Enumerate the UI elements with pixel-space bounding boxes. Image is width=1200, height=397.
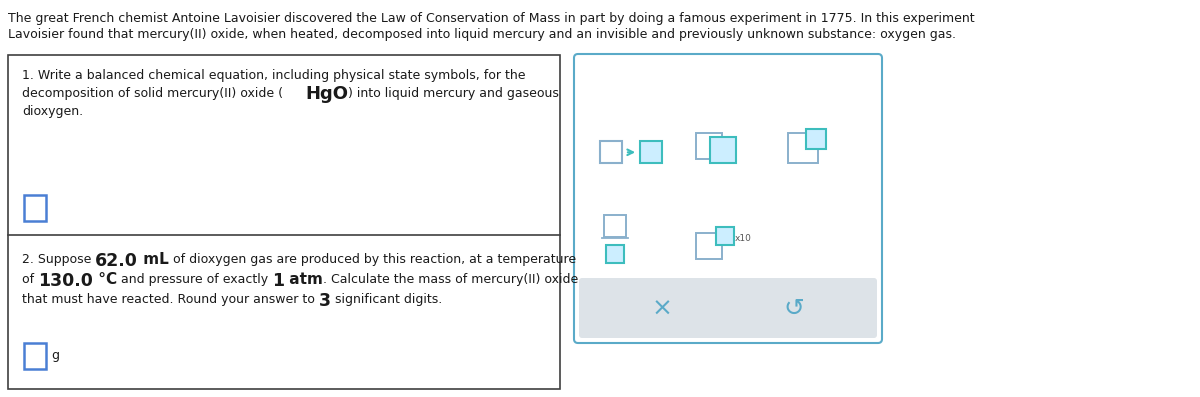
Text: The great French chemist Antoine Lavoisier discovered the Law of Conservation of: The great French chemist Antoine Lavoisi… bbox=[8, 12, 974, 25]
Text: 1: 1 bbox=[272, 272, 284, 290]
Bar bbox=[640, 141, 662, 163]
Text: and pressure of exactly: and pressure of exactly bbox=[118, 274, 272, 286]
FancyBboxPatch shape bbox=[580, 278, 877, 338]
Text: dioxygen.: dioxygen. bbox=[22, 105, 83, 118]
Bar bbox=[24, 195, 46, 222]
Text: °C: °C bbox=[94, 272, 118, 287]
Text: 62.0: 62.0 bbox=[95, 252, 138, 270]
Text: mL: mL bbox=[138, 252, 169, 267]
Text: g: g bbox=[50, 349, 59, 362]
Bar bbox=[600, 141, 622, 163]
Text: significant digits.: significant digits. bbox=[331, 293, 442, 306]
Bar bbox=[606, 245, 624, 263]
Bar bbox=[710, 137, 736, 163]
Text: HgO: HgO bbox=[305, 85, 348, 103]
Text: that must have reacted. Round your answer to: that must have reacted. Round your answe… bbox=[22, 293, 319, 306]
Bar bbox=[24, 343, 46, 369]
Text: atm: atm bbox=[284, 272, 323, 287]
Bar bbox=[696, 233, 722, 259]
Text: ) into liquid mercury and gaseous: ) into liquid mercury and gaseous bbox=[348, 87, 559, 100]
Bar bbox=[8, 55, 560, 389]
Text: 2. Suppose: 2. Suppose bbox=[22, 253, 95, 266]
Text: 130.0: 130.0 bbox=[38, 272, 94, 290]
Text: x10: x10 bbox=[734, 234, 752, 243]
Text: ×: × bbox=[652, 297, 672, 321]
Text: ↺: ↺ bbox=[784, 297, 804, 321]
Text: decomposition of solid mercury(II) oxide (: decomposition of solid mercury(II) oxide… bbox=[22, 87, 283, 100]
Bar bbox=[604, 215, 626, 237]
Text: 1. Write a balanced chemical equation, including physical state symbols, for the: 1. Write a balanced chemical equation, i… bbox=[22, 69, 526, 82]
Text: of dioxygen gas are produced by this reaction, at a temperature: of dioxygen gas are produced by this rea… bbox=[169, 253, 576, 266]
Bar bbox=[696, 133, 722, 159]
Text: of: of bbox=[22, 274, 38, 286]
Bar bbox=[788, 133, 818, 163]
Bar bbox=[716, 227, 734, 245]
Bar bbox=[806, 129, 826, 149]
FancyBboxPatch shape bbox=[574, 54, 882, 343]
Text: Lavoisier found that mercury(II) oxide, when heated, decomposed into liquid merc: Lavoisier found that mercury(II) oxide, … bbox=[8, 28, 956, 41]
Text: 3: 3 bbox=[319, 292, 331, 310]
Text: . Calculate the mass of mercury(II) oxide: . Calculate the mass of mercury(II) oxid… bbox=[323, 274, 578, 286]
